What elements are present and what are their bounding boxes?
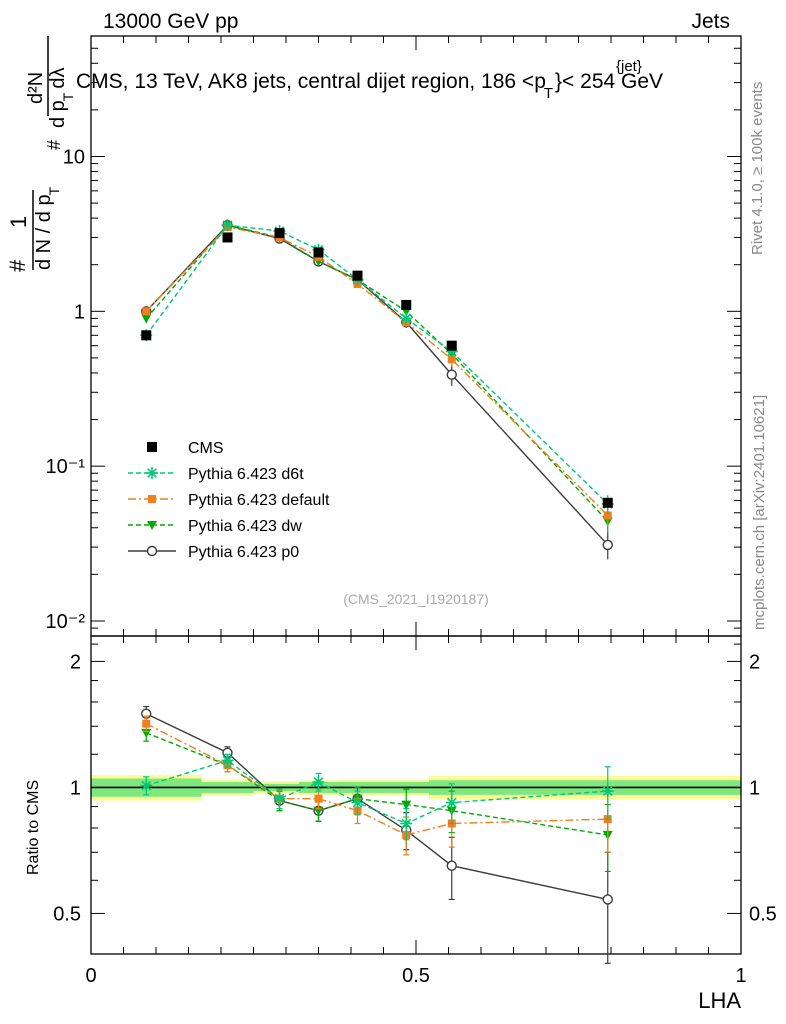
legend: CMS Pythia 6.423 d6t Pythia 6.423 default P…: [128, 440, 330, 561]
y-axis-label: # 1 d N / d pT # d²N d pTdλ: [5, 36, 76, 272]
d6t-marker-stroke: [352, 797, 363, 808]
dw-marker: [141, 314, 152, 324]
ratio-y-tick-label-left: 0.5: [53, 903, 81, 925]
d6t-marker-stroke: [222, 755, 233, 766]
ylabel-den-2-sub: T: [60, 92, 76, 101]
ratio-y-axis-label: Ratio to CMS: [25, 780, 42, 875]
d6t-marker-stroke: [401, 818, 412, 829]
ratio-uncertainty-bands: [91, 775, 741, 801]
ylabel-num-2: d²N: [25, 72, 47, 104]
d6t-marker: [312, 776, 325, 789]
d6t-marker: [146, 467, 158, 479]
y-tick-label: 10⁻¹: [46, 456, 86, 478]
mcplots-label: mcplots.cern.ch [arXiv:2401.10621]: [751, 395, 768, 630]
cms-data-point: [147, 442, 157, 452]
d6t-marker: [351, 796, 364, 809]
default-marker: [142, 719, 151, 728]
default-legend-label: Pythia 6.423 default: [188, 492, 330, 509]
p0-legend-label: Pythia 6.423 p0: [188, 544, 299, 561]
d6t-marker-stroke: [313, 777, 324, 787]
d6t-marker-stroke: [222, 220, 233, 231]
d6t-series-line: [145, 224, 609, 505]
plot-title-end: }< 254 GeV: [555, 70, 663, 93]
y-tick-label: 10: [63, 146, 85, 168]
d6t-marker: [445, 796, 458, 809]
x-axis-label: LHA: [698, 988, 741, 1013]
cms-data-point: [274, 228, 285, 239]
d6t-marker: [140, 779, 153, 792]
plot-title-main: CMS, 13 TeV, AK8 jets, central dijet reg…: [76, 70, 546, 93]
default-marker: [314, 794, 323, 803]
plot-title: CMS, 13 TeV, AK8 jets, central dijet reg…: [76, 70, 663, 102]
axis-ticks: 10⁻² 10⁻¹ 1 10 0 0.5 1 0.5 0.5 1 1 2 2: [46, 35, 777, 987]
ylabel-hash-1: #: [5, 259, 30, 272]
d6t-marker-stroke: [147, 468, 157, 478]
x-tick-label: 0: [85, 965, 96, 987]
y-tick-label: 10⁻²: [46, 611, 86, 633]
p0-marker: [602, 894, 613, 905]
ratio-y-tick-label-left: 2: [70, 651, 81, 673]
default-ratio-line: [145, 723, 608, 836]
ratio-y-tick-label-left: 1: [70, 777, 81, 799]
ratio-y-tick-label-right: 2: [749, 651, 760, 673]
ylabel-den-1-sub: T: [46, 186, 62, 195]
default-series-line: [145, 226, 609, 517]
ylabel-den-2-end: dλ: [47, 68, 69, 89]
d6t-marker-stroke: [446, 797, 457, 808]
d6t-marker: [273, 792, 286, 805]
p0-marker: [602, 539, 613, 551]
d6t-marker-stroke: [401, 313, 412, 324]
default-marker: [603, 511, 612, 520]
plot-title-sub: T: [544, 85, 553, 102]
p0-marker: [146, 545, 158, 557]
ylabel-hash-2: #: [44, 140, 64, 150]
ratio-y-tick-label-right: 0.5: [749, 903, 777, 925]
x-tick-label: 1: [735, 965, 746, 987]
d6t-marker: [400, 312, 413, 325]
d6t-marker: [400, 817, 413, 830]
cms-data-point: [313, 247, 324, 258]
d6t-marker: [601, 785, 614, 798]
header-right: Jets: [691, 10, 730, 33]
dw-series-line: [145, 224, 609, 522]
dw-marker: [401, 800, 412, 810]
dw-legend-label: Pythia 6.423 dw: [188, 518, 302, 535]
ylabel-den-2-text: d p: [47, 100, 69, 128]
default-marker: [447, 355, 456, 364]
cms-data-point: [352, 270, 363, 281]
cms-data-point: [446, 340, 457, 351]
plot-title-sup: {jet}: [616, 58, 642, 75]
ylabel-den-1-text: d N / d p: [33, 194, 55, 270]
p0-marker: [446, 369, 457, 380]
cms-data-point: [222, 232, 233, 243]
rivet-version-label: Rivet 4.1.0, ≥ 100k events: [749, 82, 766, 255]
y-tick-label: 1: [74, 301, 85, 323]
ylabel-num-1: 1: [6, 216, 31, 228]
d6t-marker-stroke: [274, 793, 285, 804]
d6t-marker: [221, 219, 234, 232]
header-left: 13000 GeV pp: [103, 10, 238, 33]
d6t-marker-stroke: [602, 786, 613, 796]
cms-data-point: [141, 330, 152, 341]
default-marker: [148, 495, 156, 503]
ratio-y-tick-label-right: 1: [749, 777, 760, 799]
d6t-marker-stroke: [141, 780, 152, 791]
p0-marker: [446, 860, 457, 871]
x-tick-label: 0.5: [402, 965, 430, 987]
ylabel-den-1: d N / d pT: [33, 186, 62, 270]
default-marker: [142, 307, 151, 316]
p0-ratio-line: [145, 713, 608, 901]
ylabel-den-2: d pTdλ: [47, 68, 76, 129]
d6t-ratio-line: [146, 759, 608, 825]
analysis-watermark: (CMS_2021_I1920187): [343, 591, 489, 607]
cms-data-point: [602, 497, 613, 508]
cms-data-point: [401, 299, 412, 310]
d6t-marker: [221, 754, 234, 767]
dw-marker: [147, 521, 157, 530]
cms-legend-label: CMS: [188, 440, 224, 457]
d6t-legend-label: Pythia 6.423 d6t: [188, 466, 304, 483]
data-series: [140, 219, 614, 964]
